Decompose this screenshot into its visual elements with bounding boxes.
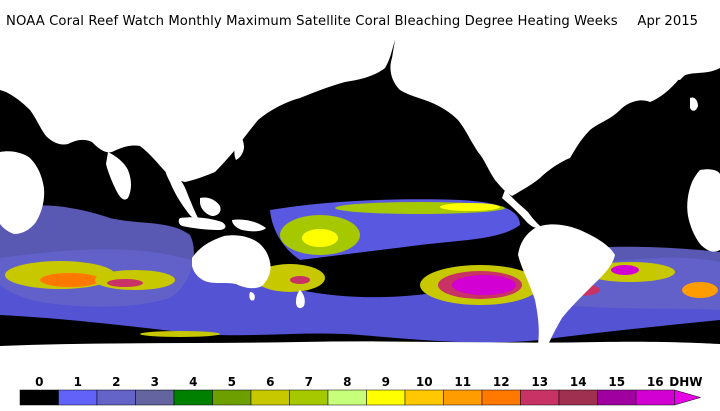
hotspot-south-pacific-strip: [140, 331, 220, 337]
legend-tick-label: 3: [151, 375, 159, 389]
australia: [192, 235, 271, 289]
africa: [687, 169, 720, 252]
legend-tick-label: 15: [608, 375, 625, 389]
legend-tick-label: 6: [266, 375, 274, 389]
legend-swatch-9: [366, 389, 406, 406]
legend-swatch-3: [135, 389, 175, 406]
hotspot-far-east: [682, 282, 718, 298]
legend-swatch-14: [558, 389, 598, 406]
legend-unit-label: DHW: [669, 375, 702, 389]
hotspot-indian-mid-core: [107, 279, 143, 287]
legend-colorbar: 0 1 2 3 4 5 6 7 8 9 10 11 12 13 14 15 16 DHW: [19, 375, 703, 406]
hotspot-equator-yellow: [440, 203, 500, 211]
legend-tick-label: 9: [382, 375, 390, 389]
legend-swatch-4: [173, 389, 213, 406]
legend-tick-label: 0: [35, 375, 43, 389]
antarctica: [0, 341, 720, 361]
legend-swatch-7: [289, 389, 329, 406]
new-guinea: [232, 219, 266, 232]
hotspot-east-pacific-max: [452, 275, 516, 295]
hotspot-west-pacific-core: [302, 229, 338, 247]
legend-tick-label: 2: [112, 375, 120, 389]
southeast-asia: [165, 168, 198, 219]
legend-tick-label: 4: [189, 375, 197, 389]
central-america: [502, 190, 540, 228]
borneo: [200, 197, 221, 216]
greenland: [600, 40, 720, 80]
map-canvas: [0, 40, 720, 361]
legend-swatch-0: [19, 389, 59, 406]
legend-swatch-5: [212, 389, 252, 406]
legend-tick-label: 1: [74, 375, 82, 389]
legend-tick-label: 7: [305, 375, 313, 389]
hotspot-indian-west-core: [40, 273, 100, 287]
hotspot-tasman-core: [290, 276, 310, 284]
legend-arrow: [674, 389, 702, 406]
legend-swatch-15: [597, 389, 637, 406]
legend-swatch-13: [520, 389, 560, 406]
indonesia: [178, 217, 226, 230]
title-bar: NOAA Coral Reef Watch Monthly Maximum Sa…: [0, 0, 720, 40]
legend-tick-label: 8: [343, 375, 351, 389]
north-america: [390, 40, 720, 196]
legend-swatch-16: [635, 389, 675, 406]
hotspot-tasman: [255, 264, 325, 292]
legend-swatch-2: [96, 389, 136, 406]
legend-swatch-10: [404, 389, 444, 406]
legend-tick-label: 12: [493, 375, 510, 389]
british-isles: [690, 97, 698, 111]
new-zealand: [296, 290, 305, 309]
hotspot-south-atlantic-core: [611, 265, 639, 275]
tasmania: [249, 292, 255, 301]
world-map: [0, 40, 720, 361]
legend: 0 1 2 3 4 5 6 7 8 9 10 11 12 13 14 15 16 DHW: [0, 361, 720, 411]
map-title: NOAA Coral Reef Watch Monthly Maximum Sa…: [6, 14, 618, 29]
south-america: [518, 224, 615, 355]
land: [0, 40, 720, 361]
legend-tick-label: 10: [416, 375, 433, 389]
legend-tick-label: 5: [228, 375, 236, 389]
legend-swatch-11: [443, 389, 483, 406]
legend-tick-label: 11: [454, 375, 471, 389]
india: [106, 152, 131, 200]
map-date: Apr 2015: [637, 14, 698, 29]
legend-tick-label: 13: [531, 375, 548, 389]
africa-west: [0, 151, 45, 234]
legend-swatch-6: [250, 389, 290, 406]
japan: [234, 132, 244, 160]
legend-tick-label: 14: [570, 375, 587, 389]
legend-tick-label: 16: [647, 375, 664, 389]
legend-swatch-12: [481, 389, 521, 406]
legend-swatch-8: [327, 389, 367, 406]
eurasia: [0, 40, 395, 182]
legend-swatch-1: [58, 389, 98, 406]
